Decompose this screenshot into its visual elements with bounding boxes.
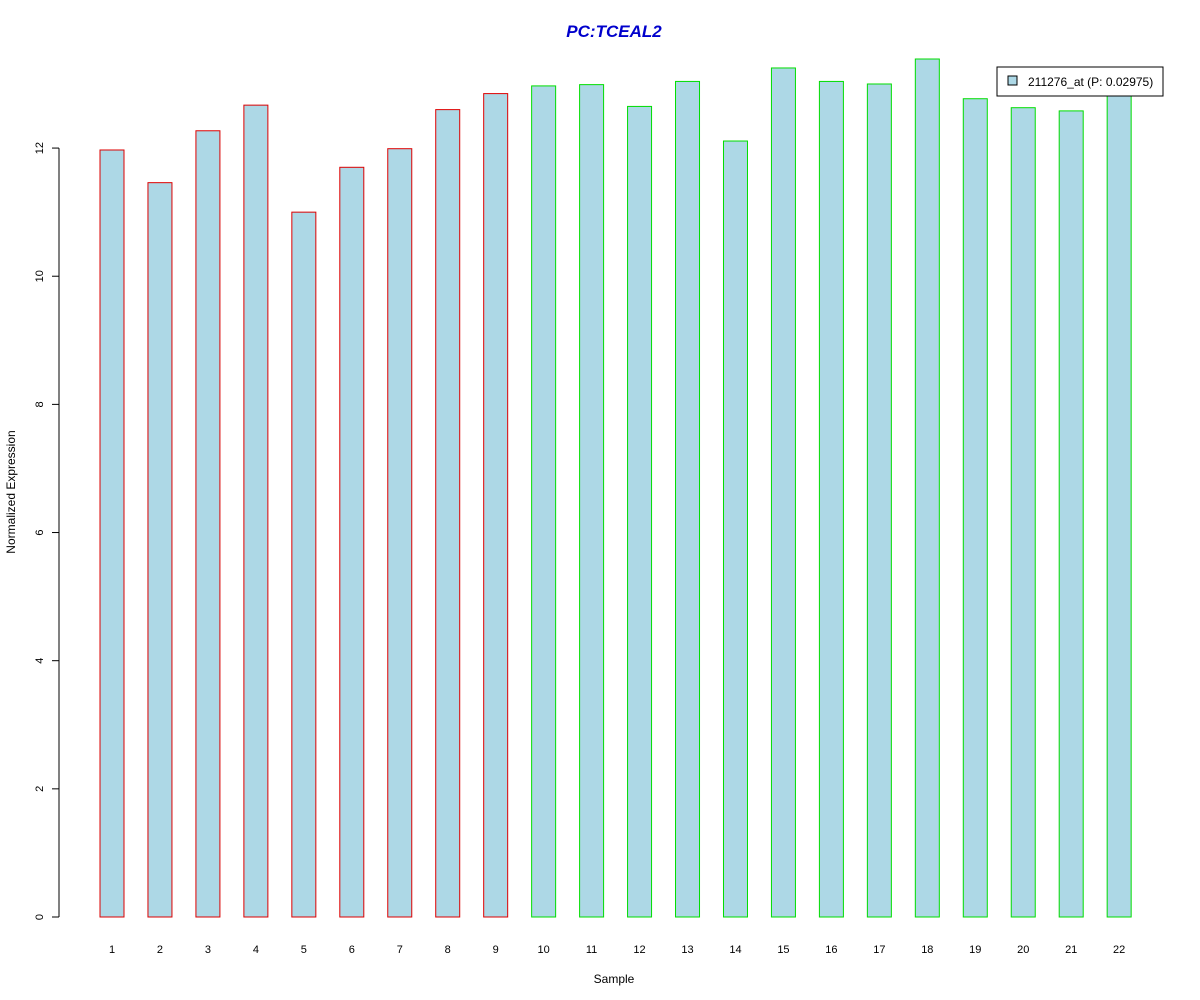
y-tick-label: 0 <box>34 914 46 920</box>
x-tick-label: 21 <box>1065 944 1077 956</box>
legend-box <box>996 66 1164 97</box>
x-tick-label: 16 <box>825 944 837 956</box>
x-axis-label: Sample <box>594 972 635 986</box>
y-axis: 0 2 4 6 8 10 12 <box>34 142 60 920</box>
x-tick-label: 18 <box>921 944 933 956</box>
x-tick-label: 10 <box>538 944 550 956</box>
bar-14 <box>722 140 748 918</box>
x-tick-label: 8 <box>445 944 451 956</box>
x-tick-label: 22 <box>1113 944 1125 956</box>
x-tick-label: 17 <box>873 944 885 956</box>
x-tick-label: 7 <box>397 944 403 956</box>
x-tick-label: 11 <box>586 944 597 956</box>
y-tick-label: 6 <box>34 529 46 535</box>
bar-6 <box>339 166 365 918</box>
chart-title: PC:TCEAL2 <box>566 22 662 41</box>
bars <box>99 58 1132 918</box>
x-tick-label: 5 <box>301 944 307 956</box>
x-tick-label: 2 <box>157 944 163 956</box>
bar-17 <box>866 83 892 918</box>
legend-label: 211276_at (P: 0.02975) <box>1028 75 1153 89</box>
bar-10 <box>531 85 557 918</box>
x-tick-label: 14 <box>729 944 741 956</box>
x-tick-label: 12 <box>633 944 645 956</box>
x-tick-labels: 1 2 3 4 5 6 7 8 9 10 11 12 13 14 15 16 17 18 19 20 21 22 <box>109 944 1125 956</box>
x-tick-label: 19 <box>969 944 981 956</box>
bar-16 <box>818 80 844 918</box>
bar-7 <box>387 148 413 918</box>
bar-9 <box>483 93 509 918</box>
bar-21 <box>1058 110 1084 918</box>
x-tick-label: 9 <box>493 944 499 956</box>
bar-5 <box>291 211 317 918</box>
legend: 211276_at (P: 0.02975) <box>996 66 1164 97</box>
bar-19 <box>962 98 988 918</box>
bar-12 <box>627 105 653 918</box>
bar-18 <box>914 58 940 918</box>
x-tick-label: 20 <box>1017 944 1029 956</box>
y-axis-label: Normalized Expression <box>4 430 18 553</box>
legend-swatch <box>1007 75 1018 86</box>
bar-4 <box>243 104 269 918</box>
bar-2 <box>147 182 173 918</box>
x-tick-label: 3 <box>205 944 211 956</box>
x-tick-label: 1 <box>109 944 115 956</box>
y-tick-label: 12 <box>34 142 46 154</box>
bar-15 <box>770 67 796 918</box>
x-tick-label: 15 <box>777 944 789 956</box>
bar-22 <box>1106 89 1132 918</box>
bar-1 <box>99 149 125 918</box>
bar-3 <box>195 130 221 918</box>
x-tick-label: 4 <box>253 944 259 956</box>
bar-8 <box>435 109 461 918</box>
bar-11 <box>579 84 605 918</box>
bar-20 <box>1010 107 1036 918</box>
x-tick-label: 13 <box>681 944 693 956</box>
y-tick-label: 2 <box>34 786 46 792</box>
y-tick-label: 8 <box>34 401 46 407</box>
y-tick-label: 10 <box>34 270 46 282</box>
y-tick-label: 4 <box>34 658 46 664</box>
bar-13 <box>675 80 701 918</box>
x-tick-label: 6 <box>349 944 355 956</box>
